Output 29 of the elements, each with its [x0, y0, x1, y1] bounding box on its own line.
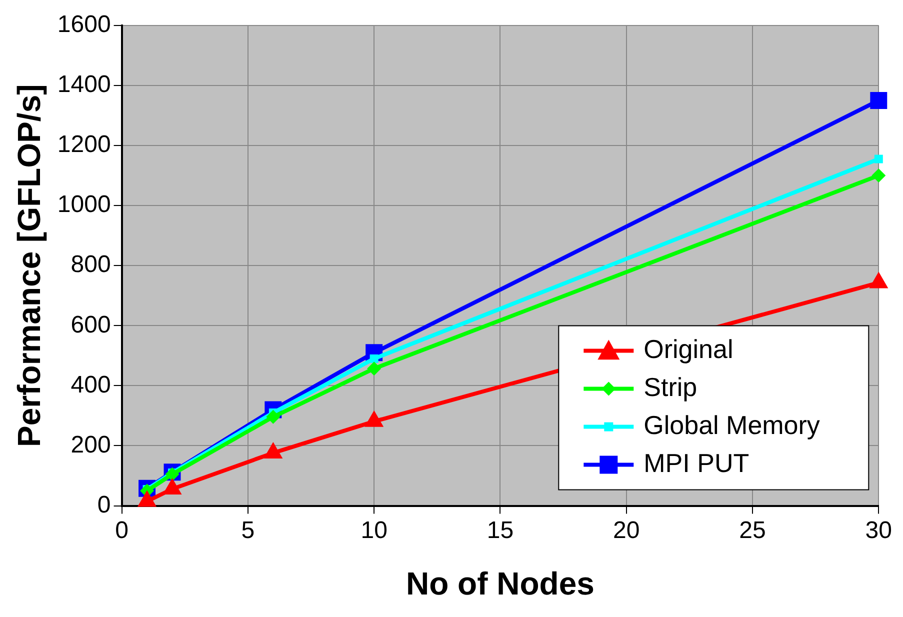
y-tick-label: 200: [70, 431, 111, 458]
y-tick-label: 800: [70, 251, 111, 278]
y-tick-label: 1200: [57, 131, 111, 158]
y-tick-label: 1600: [57, 11, 111, 38]
legend-label: Global Memory: [644, 410, 820, 440]
point: [870, 92, 888, 109]
point: [874, 154, 883, 164]
y-tick-label: 1400: [57, 71, 111, 98]
x-tick-label: 15: [486, 516, 514, 544]
x-tick-label: 20: [613, 516, 640, 544]
legend-label: MPI PUT: [644, 448, 750, 478]
y-tick-label: 0: [97, 491, 111, 518]
y-tick-label: 400: [70, 371, 111, 398]
y-tick-label: 1000: [57, 191, 111, 218]
y-tick-label: 600: [70, 311, 111, 338]
point: [266, 410, 280, 424]
point: [165, 467, 180, 482]
point: [370, 354, 378, 363]
y-axis-title: Performance [GFLOP/s]: [11, 84, 48, 447]
x-tick-label: 25: [739, 516, 766, 544]
x-tick-label: 10: [360, 516, 388, 544]
point: [872, 168, 886, 183]
x-tick-label: 30: [865, 516, 892, 544]
point: [367, 362, 382, 376]
legend-label: Strip: [644, 372, 698, 402]
x-axis-title: No of Nodes: [406, 566, 594, 602]
x-tick-label: 5: [241, 516, 255, 544]
x-tick-label: 0: [115, 516, 128, 544]
legend-label: Original: [644, 334, 734, 364]
